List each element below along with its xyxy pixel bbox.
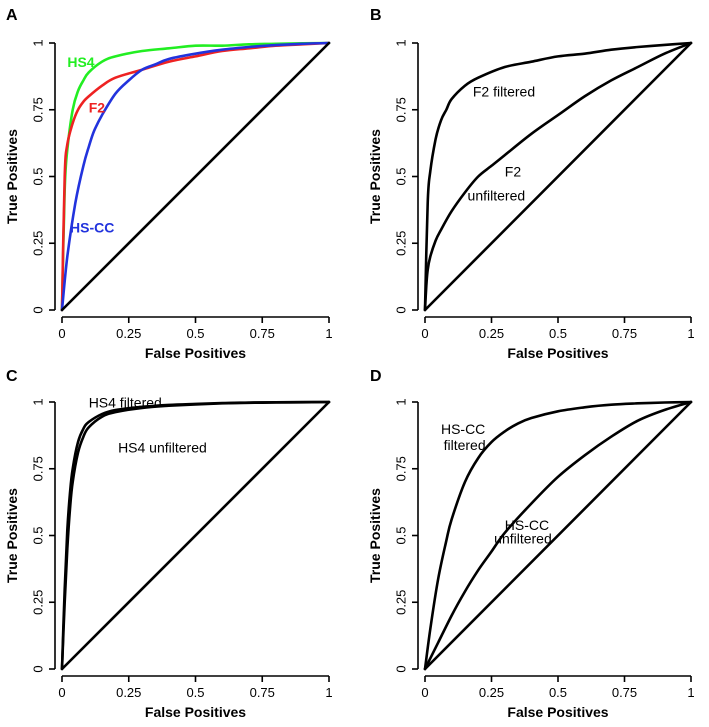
- panel-a-series-diagonal: [60, 41, 331, 312]
- panel-a-y-tick-label: 0.5: [30, 167, 45, 185]
- panel-label-b: B: [370, 7, 382, 24]
- panel-c-x-tick-label: 0.75: [250, 685, 275, 700]
- panel-a-annotation-f2: F2: [89, 99, 106, 115]
- panel-b-y-tick-label: 1: [393, 39, 408, 46]
- panel-a-x-tick-label: 0.75: [250, 326, 275, 341]
- panel-b-annotation-f2-filtered: F2 filtered: [473, 83, 535, 99]
- panel-d-x-tick-label: 0: [421, 685, 428, 700]
- panel-b-y-tick-label: 0.25: [393, 231, 408, 256]
- panel-d-series-hs-cc-unfiltered: [423, 400, 693, 671]
- panel-d-y-axis-label: True Positives: [367, 488, 383, 583]
- panel-b-x-tick-label: 0.25: [479, 326, 504, 341]
- panel-c-x-tick-label: 0: [58, 685, 65, 700]
- panel-b-y-tick-label: 0.5: [393, 167, 408, 185]
- panel-b-y-tick-label: 0: [393, 306, 408, 313]
- panel-d-y-tick-label: 0: [393, 665, 408, 672]
- panel-a-annotation-hs4: HS4: [67, 54, 94, 70]
- panel-b-x-tick-label: 0.75: [612, 326, 637, 341]
- panel-a-x-tick-label: 1: [325, 326, 332, 341]
- panel-c-x-axis-label: False Positives: [145, 704, 246, 720]
- panel-d-chart: 0 0.25 0.5 0.75 1 0 0.25 0.5 0.75 1 False Positive…: [367, 398, 695, 720]
- panel-d-y-tick-label: 0.25: [393, 590, 408, 615]
- panel-b-x-tick-label: 0: [421, 326, 428, 341]
- panel-a-x-tick-label: 0: [58, 326, 65, 341]
- panel-b-x-tick-label: 1: [687, 326, 694, 341]
- panel-label-c: C: [6, 368, 18, 385]
- panel-a-x-axis-label: False Positives: [145, 345, 246, 361]
- panel-a-annotation-hs-cc: HS-CC: [70, 220, 114, 236]
- panel-b-series-diagonal: [423, 41, 693, 312]
- panel-c-y-tick-label: 1: [30, 398, 45, 405]
- panel-c-y-tick-label: 0.5: [30, 526, 45, 544]
- panel-label-d: D: [370, 368, 382, 385]
- panel-b-series-f2-filtered: [423, 41, 693, 312]
- panel-a-y-tick-label: 0.75: [30, 97, 45, 122]
- panel-d-annotation-hs-cc: HS-CC: [505, 517, 549, 533]
- panel-b-x-tick-label: 0.5: [549, 326, 567, 341]
- panel-a-y-tick-label: 0: [30, 306, 45, 313]
- panel-a-y-tick-label: 0.25: [30, 231, 45, 256]
- panel-b-chart: 0 0.25 0.5 0.75 1 0 0.25 0.5 0.75 1 False Positive…: [367, 39, 695, 361]
- panel-b-y-tick-label: 0.75: [393, 97, 408, 122]
- panel-c-y-tick-label: 0.25: [30, 590, 45, 615]
- panel-a-y-tick-label: 1: [30, 39, 45, 46]
- panel-a-y-axis-label: True Positives: [4, 129, 20, 224]
- panel-d-x-tick-label: 0.75: [612, 685, 637, 700]
- panel-c-series-hs4-unfiltered: [60, 400, 331, 671]
- panel-d-y-tick-label: 0.5: [393, 526, 408, 544]
- panel-d-y-tick-label: 0.75: [393, 456, 408, 481]
- panel-c-annotation-hs4-filtered: HS4 filtered: [89, 394, 162, 410]
- panel-c-y-axis-label: True Positives: [4, 488, 20, 583]
- panel-c-chart: 0 0.25 0.5 0.75 1 0 0.25 0.5 0.75 1 False Positive…: [4, 394, 333, 720]
- panel-b-annotation-unfiltered: unfiltered: [468, 188, 526, 204]
- panel-d-y-tick-label: 1: [393, 398, 408, 405]
- panel-d-annotation-filtered: filtered: [444, 437, 486, 453]
- panel-label-a: A: [6, 7, 18, 24]
- panel-c-x-tick-label: 1: [325, 685, 332, 700]
- panel-b-series-f2-unfiltered: [423, 41, 693, 312]
- panel-a-x-tick-label: 0.5: [186, 326, 204, 341]
- panel-b-x-axis-label: False Positives: [507, 345, 608, 361]
- panel-c-x-tick-label: 0.25: [116, 685, 141, 700]
- panel-d-x-tick-label: 0.25: [479, 685, 504, 700]
- panel-c-y-tick-label: 0.75: [30, 456, 45, 481]
- panel-d-x-axis-label: False Positives: [507, 704, 608, 720]
- panel-c-annotation-hs4-unfiltered: HS4 unfiltered: [118, 440, 207, 456]
- panel-a-x-tick-label: 0.25: [116, 326, 141, 341]
- panel-d-x-tick-label: 0.5: [549, 685, 567, 700]
- panel-c-y-tick-label: 0: [30, 665, 45, 672]
- panel-b-annotation-f2: F2: [505, 164, 522, 180]
- panel-d-x-tick-label: 1: [687, 685, 694, 700]
- panel-b-y-axis-label: True Positives: [367, 129, 383, 224]
- panel-a-series-hs-cc: [60, 41, 331, 312]
- panel-d-annotation-hs-cc: HS-CC: [441, 421, 485, 437]
- panel-c-x-tick-label: 0.5: [186, 685, 204, 700]
- panel-d-series-diagonal: [423, 400, 693, 671]
- panel-a-chart: 0 0.25 0.5 0.75 1 0 0.25 0.5 0.75 1 False Positive…: [4, 39, 333, 361]
- panel-d-series-hs-cc-filtered: [423, 400, 693, 671]
- panel-c-series-diagonal: [60, 400, 331, 671]
- panel-d-annotation-unfiltered: unfiltered: [494, 531, 552, 547]
